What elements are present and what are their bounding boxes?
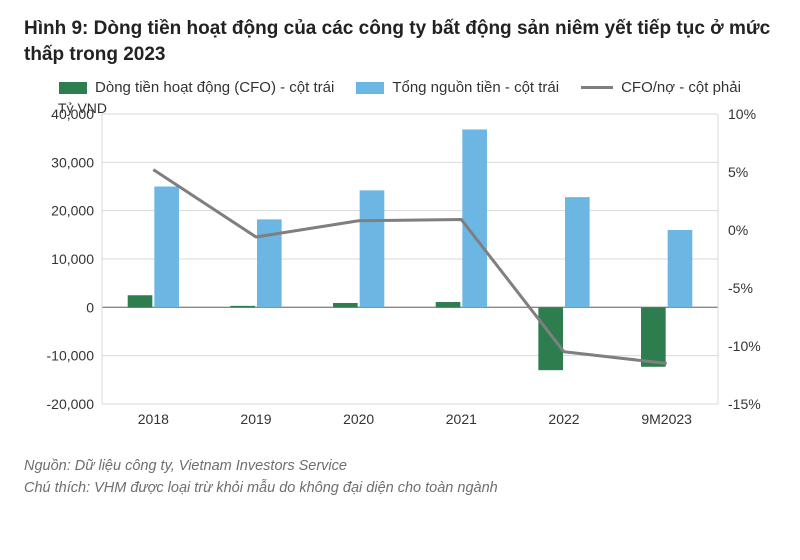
footer: Nguồn: Dữ liệu công ty, Vietnam Investor… [24,456,776,500]
svg-text:-15%: -15% [728,396,761,412]
svg-text:0%: 0% [728,222,748,238]
chart-title: Hình 9: Dòng tiền hoạt động của các công… [24,16,776,67]
svg-text:9M2023: 9M2023 [641,411,692,427]
svg-text:2020: 2020 [343,411,374,427]
svg-text:-10%: -10% [728,338,761,354]
svg-text:30,000: 30,000 [51,155,94,171]
svg-text:0: 0 [86,300,94,316]
svg-text:2019: 2019 [240,411,271,427]
svg-text:-20,000: -20,000 [47,396,95,412]
swatch-cfo [59,82,87,94]
swatch-total [356,82,384,94]
svg-text:-10,000: -10,000 [47,348,95,364]
legend: Dòng tiền hoạt động (CFO) - cột trái Tổn… [24,79,776,96]
legend-item-cfo: Dòng tiền hoạt động (CFO) - cột trái [59,79,334,96]
svg-text:2021: 2021 [446,411,477,427]
chart-container: Tỷ VND -20,000 -10,000 0 10,000 20,000 30,000… [24,102,776,442]
svg-text:-5%: -5% [728,280,753,296]
swatch-line [581,86,613,89]
chart-svg: -20,000-10,000010,00020,00030,00040,000-… [24,102,776,432]
legend-label-cfo: Dòng tiền hoạt động (CFO) - cột trái [95,79,334,96]
svg-text:20,000: 20,000 [51,203,94,219]
footer-source: Nguồn: Dữ liệu công ty, Vietnam Investor… [24,456,776,478]
legend-item-ratio: CFO/nợ - cột phải [581,79,741,96]
legend-label-ratio: CFO/nợ - cột phải [621,79,741,96]
svg-text:2018: 2018 [138,411,169,427]
svg-text:5%: 5% [728,164,748,180]
svg-text:10%: 10% [728,106,756,122]
svg-text:2022: 2022 [548,411,579,427]
svg-text:10,000: 10,000 [51,251,94,267]
legend-item-total: Tổng nguồn tiền - cột trái [356,79,559,96]
legend-label-total: Tổng nguồn tiền - cột trái [392,79,559,96]
footer-note: Chú thích: VHM được loại trừ khỏi mẫu do… [24,478,776,500]
y-left-label: Tỷ VND [58,100,107,116]
